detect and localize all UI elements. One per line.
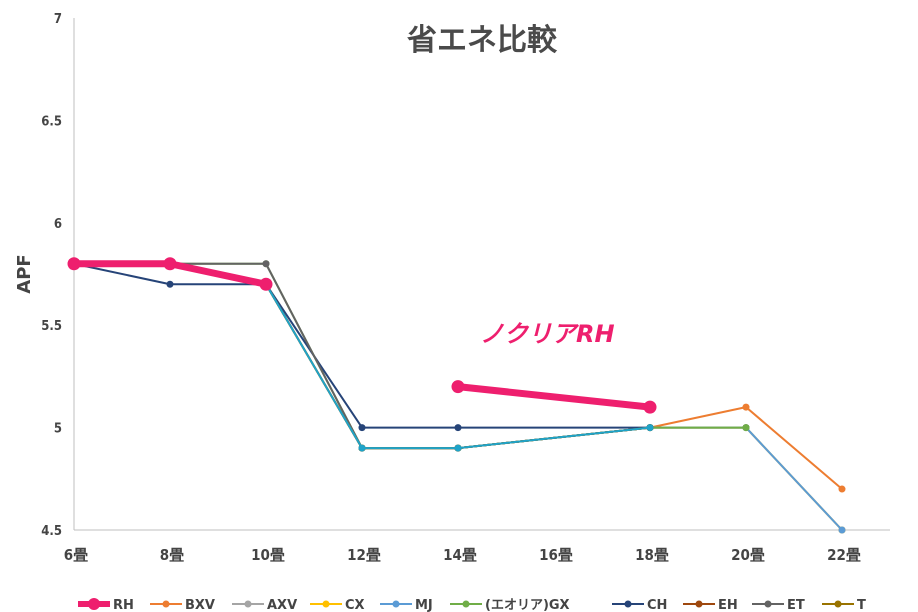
annotation-nocria-rh: ノクリアRH bbox=[480, 320, 615, 348]
data-point bbox=[259, 277, 273, 291]
series-line-t bbox=[73, 262, 651, 450]
data-point bbox=[643, 400, 657, 414]
legend-label: AXV bbox=[267, 598, 297, 612]
legend-item: (エオリア)GX bbox=[450, 598, 570, 612]
legend-label: BXV bbox=[185, 598, 215, 612]
data-point bbox=[358, 444, 366, 452]
legend-label: CX bbox=[345, 598, 365, 612]
legend-item: ET bbox=[752, 598, 805, 612]
data-point bbox=[262, 260, 270, 268]
data-point bbox=[163, 257, 177, 271]
y-tick-label: 6.5 bbox=[41, 114, 62, 129]
legend-swatch-marker bbox=[764, 600, 772, 608]
data-point bbox=[742, 424, 750, 432]
series-lines bbox=[70, 260, 846, 534]
x-tick-label: 14畳 bbox=[443, 546, 477, 564]
legend-swatch-marker bbox=[322, 600, 330, 608]
x-tick-label: 8畳 bbox=[160, 546, 184, 564]
series-line-bxv bbox=[73, 262, 843, 491]
series-line-rh bbox=[454, 383, 654, 411]
legend-swatch-marker bbox=[162, 600, 170, 608]
legend-label: ET bbox=[787, 598, 805, 612]
x-tick-label: 16畳 bbox=[539, 546, 573, 564]
series-line-cx bbox=[73, 262, 843, 531]
legend-swatch-marker bbox=[695, 600, 703, 608]
x-tick-label: 22畳 bbox=[827, 546, 861, 564]
legend-swatch-marker bbox=[88, 598, 100, 610]
data-point bbox=[451, 380, 465, 394]
legend-label: RH bbox=[113, 598, 134, 612]
legend-item: MJ bbox=[380, 598, 433, 612]
legend-label: MJ bbox=[415, 598, 433, 612]
legend-label: T bbox=[857, 598, 866, 612]
series-line-eh bbox=[73, 262, 651, 450]
legend: RH BXV AXV CX MJ (エオリア)GX CH EH ET T bbox=[78, 598, 866, 612]
legend-item: RH bbox=[78, 598, 134, 612]
legend-swatch-marker bbox=[462, 600, 470, 608]
y-tick-label: 7 bbox=[54, 12, 62, 27]
y-tick-label: 5 bbox=[54, 422, 62, 437]
y-tick-labels: 4.5 5 5.5 6 6.5 7 bbox=[41, 12, 62, 539]
x-tick-labels: 6畳 8畳 10畳 12畳 14畳 16畳 18畳 20畳 22畳 bbox=[64, 546, 861, 564]
x-tick-label: 18畳 bbox=[635, 546, 669, 564]
series-line-toverlay bbox=[73, 262, 651, 450]
data-point bbox=[646, 424, 654, 432]
legend-swatch-marker bbox=[624, 600, 632, 608]
data-point bbox=[454, 444, 462, 452]
legend-label: EH bbox=[718, 598, 738, 612]
chart-title: 省エネ比較 bbox=[407, 23, 558, 58]
series-line-et bbox=[73, 262, 651, 450]
data-point bbox=[742, 403, 750, 411]
x-tick-label: 10畳 bbox=[251, 546, 285, 564]
legend-item: AXV bbox=[232, 598, 297, 612]
y-tick-label: 5.5 bbox=[41, 319, 62, 334]
legend-item: T bbox=[822, 598, 866, 612]
x-tick-label: 6畳 bbox=[64, 546, 88, 564]
x-tick-label: 20畳 bbox=[731, 546, 765, 564]
legend-label: (エオリア)GX bbox=[485, 598, 570, 612]
y-axis-label: APF bbox=[14, 254, 35, 293]
y-tick-label: 4.5 bbox=[41, 524, 62, 539]
legend-label: CH bbox=[647, 598, 667, 612]
legend-item: CH bbox=[612, 598, 667, 612]
y-tick-label: 6 bbox=[54, 217, 62, 232]
legend-item: CX bbox=[310, 598, 365, 612]
rh-series-layer bbox=[67, 257, 657, 414]
data-point bbox=[838, 526, 846, 534]
data-point bbox=[358, 424, 366, 432]
series-line-gx bbox=[73, 262, 747, 450]
series-line-mj bbox=[73, 262, 843, 531]
data-point bbox=[67, 257, 81, 271]
data-point bbox=[166, 280, 174, 288]
legend-item: BXV bbox=[150, 598, 215, 612]
legend-swatch-marker bbox=[244, 600, 252, 608]
data-point bbox=[454, 424, 462, 432]
series-line-axv bbox=[73, 262, 843, 531]
legend-swatch-marker bbox=[392, 600, 400, 608]
x-tick-label: 12畳 bbox=[347, 546, 381, 564]
data-point bbox=[838, 485, 846, 493]
legend-item: EH bbox=[683, 598, 738, 612]
legend-swatch-marker bbox=[834, 600, 842, 608]
